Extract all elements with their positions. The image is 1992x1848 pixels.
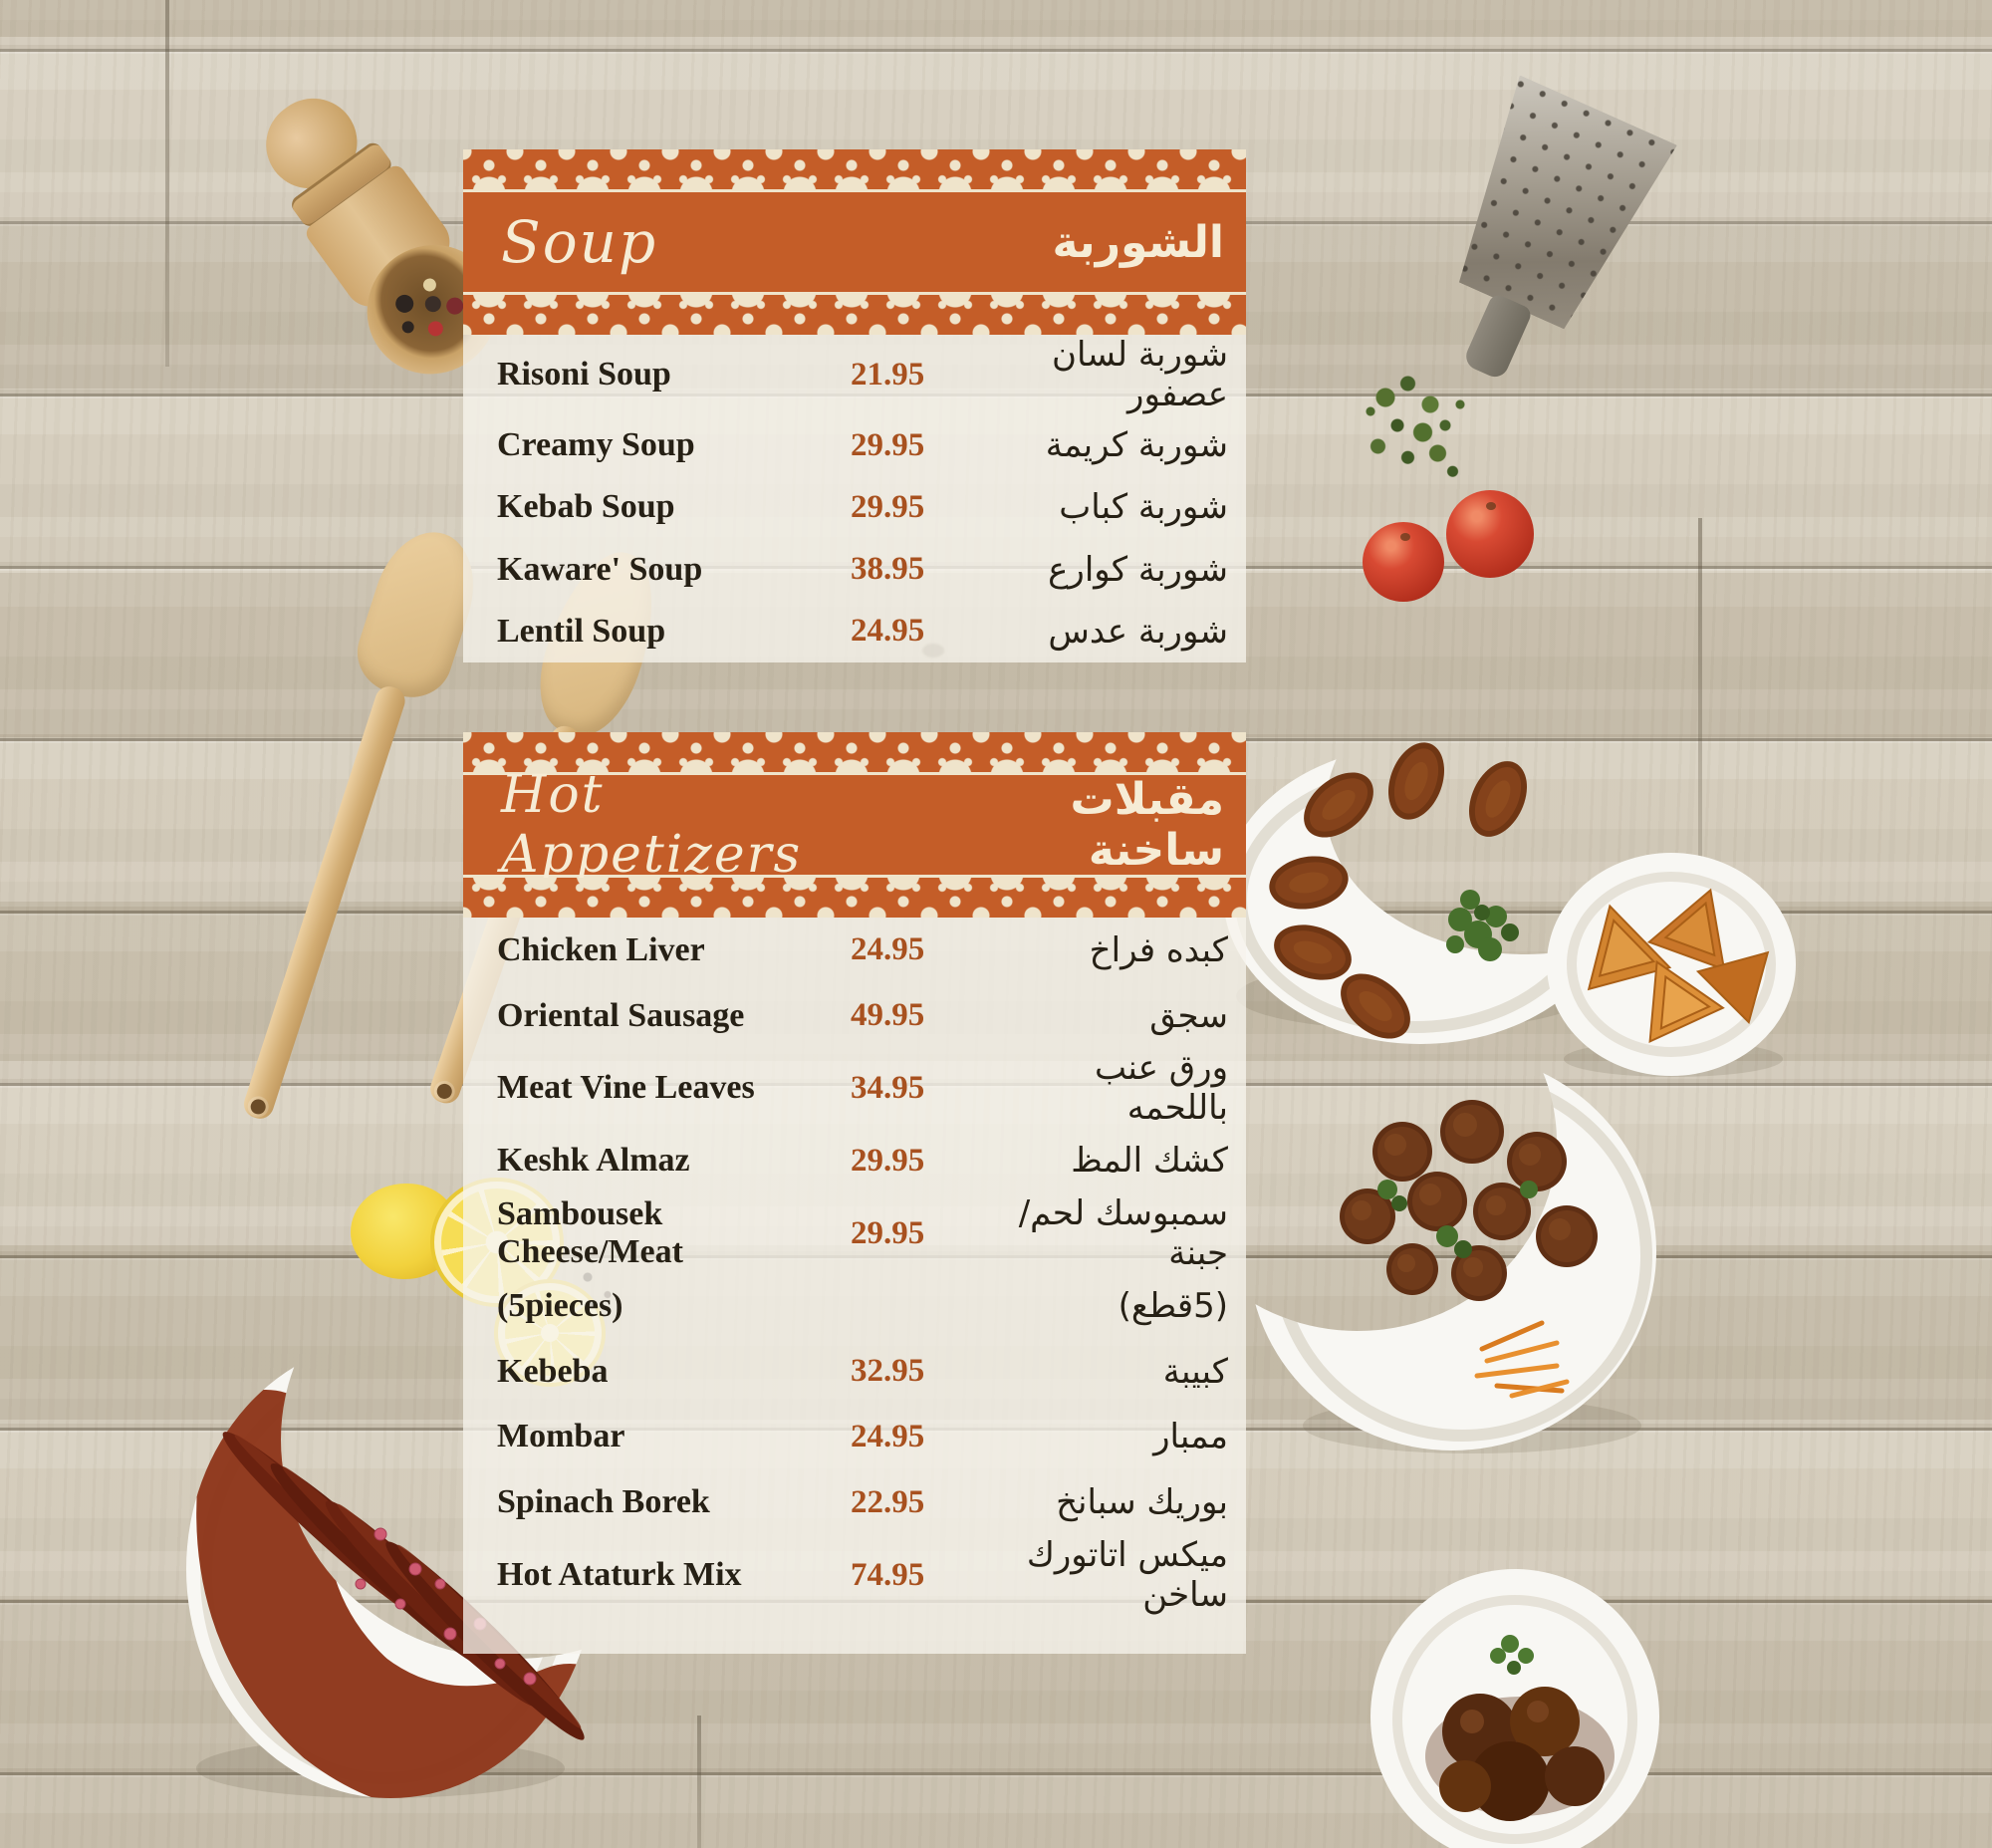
parsley-garnish [1377,1180,1538,1258]
item-name-en: Kebab Soup [497,488,675,526]
menu-item-row: Hot Ataturk Mix 74.95 ميكس اتاتورك ساخن [463,1535,1246,1615]
wood-seam [697,1716,701,1848]
menu-item-row: Spinach Borek 22.95 بوريك سبانخ [463,1469,1246,1535]
item-name-en: Lentil Soup [497,612,666,650]
item-name-en: Mombar [497,1418,625,1455]
item-name-ar: ميكس اتاتورك ساخن [1026,1535,1228,1615]
soup-items-list: Risoni Soup 21.95 شوربة لسان عصفور Cream… [463,335,1246,662]
item-price: 21.95 [851,356,925,393]
item-price: 34.95 [851,1069,925,1106]
item-name-ar: شوربة كوارع [1048,549,1228,590]
peppercorn [391,291,417,317]
item-price: 29.95 [851,1142,925,1179]
item-name-en: Creamy Soup [497,426,695,464]
ornamental-lace-border [463,149,1246,189]
item-name-en: Spinach Borek [497,1483,710,1521]
item-price: 29.95 [851,488,925,525]
menu-item-row: Risoni Soup 21.95 شوربة لسان عصفور [463,335,1246,414]
item-name-en: Meat Vine Leaves [497,1069,755,1107]
meat-pieces [1439,1687,1605,1821]
peppercorn [424,318,446,340]
soup-header-band: Soup الشوربة [463,189,1246,295]
item-name-ar: ورق عنب باللحمه [1095,1048,1228,1129]
item-name-en: Sambousek Cheese/Meat [497,1195,683,1271]
menu-item-row: Oriental Sausage 49.95 سجق [463,983,1246,1049]
hot-appetizers-title-ar: مقبلات ساخنة [1070,774,1225,876]
peppercorn [399,318,417,336]
hot-appetizers-items-list: Chicken Liver 24.95 كبده فراخ Oriental S… [463,918,1246,1615]
hot-appetizers-title-en: Hot Appetizers [501,765,803,885]
item-name-ar: (5قطع) [1118,1285,1228,1326]
menu-item-row: Mombar 24.95 ممبار [463,1405,1246,1470]
wood-seam [165,0,169,367]
menu-item-row: Creamy Soup 29.95 شوربة كريمة [463,414,1246,476]
menu-item-row: Sambousek Cheese/Meat 29.95 سمبوسك لحم/ج… [463,1193,1246,1273]
meatball-plate-photo [1238,1032,1666,1460]
item-name-en: Keshk Almaz [497,1142,690,1180]
item-name-ar: كبده فراخ [1089,929,1228,970]
wood-seam [1698,518,1702,862]
tomato-photo [1363,522,1444,602]
item-price: 24.95 [851,613,925,650]
menu-item-row: Kaware' Soup 38.95 شوربة كوارع [463,539,1246,601]
item-name-en: Kebeba [497,1352,609,1390]
herb-sprig-photo [1341,349,1490,488]
item-price: 74.95 [851,1556,925,1593]
menu-item-row: Chicken Liver 24.95 كبده فراخ [463,918,1246,983]
ornamental-lace-border [463,878,1246,918]
meatball-pieces [1340,1100,1598,1301]
item-name-ar: ممبار [1153,1417,1228,1457]
item-name-ar: بوريك سبانخ [1056,1482,1228,1523]
ornamental-lace-border [463,732,1246,772]
hot-appetizers-header-band: Hot Appetizers مقبلات ساخنة [463,765,1246,885]
samosa-plate-photo [1547,853,1796,1077]
herb-garnish [1490,1635,1534,1675]
menu-item-row: Meat Vine Leaves 34.95 ورق عنب باللحمه [463,1048,1246,1128]
item-name-en: (5pieces) [497,1286,623,1324]
soup-title-ar: الشوربة [1052,216,1225,268]
peppercorn [420,275,439,295]
item-name-ar: كبيبة [1162,1351,1228,1392]
item-price: 38.95 [851,551,925,588]
item-name-ar: كشك المظ [1071,1141,1228,1182]
peppercorn [421,292,444,316]
item-name-en: Kaware' Soup [497,550,703,588]
item-price: 32.95 [851,1353,925,1390]
tomato-photo [1446,490,1534,578]
item-name-ar: شوربة كريمة [1045,425,1228,466]
item-name-ar: سمبوسك لحم/جبنة [1018,1193,1228,1274]
item-price: 29.95 [851,426,925,463]
item-name-ar: سجق [1149,995,1228,1036]
item-price: 49.95 [851,997,925,1034]
item-price: 24.95 [851,1418,925,1454]
item-name-en: Hot Ataturk Mix [497,1556,742,1593]
item-name-ar: شوربة عدس [1048,611,1228,652]
samosa-pieces [1587,888,1770,1044]
kibbeh-pieces [1269,742,1528,1039]
item-price: 22.95 [851,1483,925,1520]
menu-item-row-continuation: (5pieces) (5قطع) [463,1273,1246,1339]
item-price: 24.95 [851,931,925,968]
item-name-en: Oriental Sausage [497,996,745,1034]
menu-item-row: Kebab Soup 29.95 شوربة كباب [463,476,1246,538]
hot-appetizers-section: Hot Appetizers مقبلات ساخنة Chicken Live… [463,732,1246,1654]
item-price: 29.95 [851,1214,925,1251]
menu-item-row: Keshk Almaz 29.95 كشك المظ [463,1128,1246,1193]
carrot-shreds [1474,1320,1570,1399]
soup-title-en: Soup [501,208,658,276]
menu-item-row: Kebeba 32.95 كبيبة [463,1339,1246,1405]
soup-section: Soup الشوربة Risoni Soup 21.95 شوربة لسا… [463,149,1246,662]
item-name-ar: شوربة كباب [1059,487,1228,528]
item-name-en: Chicken Liver [497,930,705,968]
meat-plate-photo [1370,1569,1659,1848]
parsley-garnish [1446,890,1519,961]
menu-item-row: Lentil Soup 24.95 شوربة عدس [463,601,1246,662]
item-name-ar: شوربة لسان عصفور [1052,335,1228,414]
item-name-en: Risoni Soup [497,356,671,393]
ornamental-lace-border [463,295,1246,335]
